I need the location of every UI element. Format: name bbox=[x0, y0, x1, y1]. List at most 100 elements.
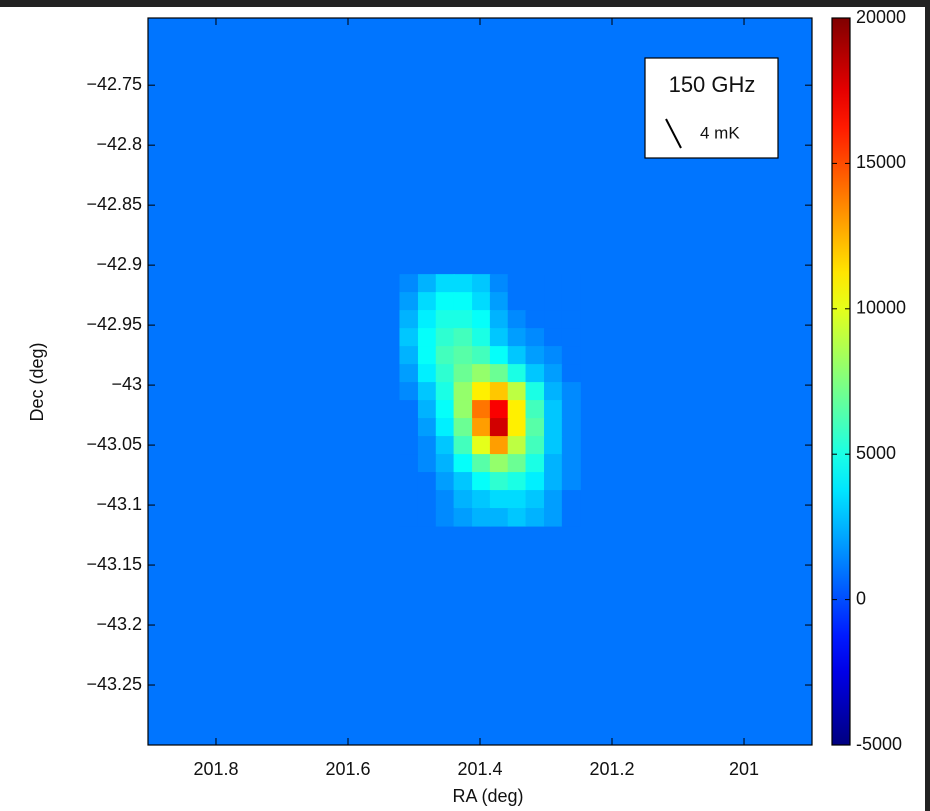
heatmap-cell bbox=[418, 310, 437, 328]
y-tick-label: −42.9 bbox=[96, 254, 142, 274]
heatmap-cell bbox=[399, 382, 418, 400]
heatmap-cell bbox=[418, 454, 437, 472]
heatmap-cell bbox=[544, 472, 563, 490]
heatmap-cell bbox=[526, 508, 545, 526]
heatmap-cell bbox=[526, 454, 545, 472]
y-tick-label: −43.25 bbox=[86, 674, 142, 694]
colorbar-tick-label: -5000 bbox=[856, 734, 902, 754]
heatmap-cell bbox=[508, 418, 527, 436]
heatmap-cell bbox=[562, 508, 581, 526]
heatmap-cell bbox=[526, 490, 545, 508]
heatmap-cell bbox=[508, 310, 527, 328]
heatmap-cell bbox=[526, 346, 545, 364]
heatmap-cell bbox=[472, 328, 491, 346]
heatmap-cell bbox=[399, 346, 418, 364]
heatmap-cell bbox=[472, 400, 491, 418]
heatmap-cell bbox=[526, 472, 545, 490]
y-tick-label: −43.15 bbox=[86, 554, 142, 574]
heatmap-cell bbox=[454, 508, 473, 526]
heatmap-cell bbox=[508, 490, 527, 508]
y-tick-label: −43.1 bbox=[96, 494, 142, 514]
heatmap-cell bbox=[562, 400, 581, 418]
heatmap-cell bbox=[454, 346, 473, 364]
heatmap-cell bbox=[418, 400, 437, 418]
heatmap-cell bbox=[399, 508, 418, 526]
x-tick-label: 201.8 bbox=[193, 759, 238, 779]
heatmap-cell bbox=[544, 364, 563, 382]
heatmap-cell bbox=[544, 382, 563, 400]
heatmap-cell bbox=[508, 274, 527, 292]
heatmap-cell bbox=[472, 454, 491, 472]
heatmap-cell bbox=[436, 418, 455, 436]
heatmap-cell bbox=[399, 454, 418, 472]
heatmap-cell bbox=[418, 292, 437, 310]
heatmap-cell bbox=[544, 400, 563, 418]
heatmap-cell bbox=[436, 310, 455, 328]
heatmap-cell bbox=[508, 436, 527, 454]
heatmap-cell bbox=[526, 310, 545, 328]
heatmap-cell bbox=[508, 292, 527, 310]
heatmap-cell bbox=[508, 364, 527, 382]
heatmap-cell bbox=[454, 274, 473, 292]
colorbar-tick-label: 20000 bbox=[856, 7, 906, 27]
heatmap-cell bbox=[454, 400, 473, 418]
heatmap-cell bbox=[490, 418, 509, 436]
heatmap-cell bbox=[508, 508, 527, 526]
colorbar-tick-label: 5000 bbox=[856, 443, 896, 463]
heatmap-cell bbox=[454, 472, 473, 490]
heatmap-cell bbox=[490, 400, 509, 418]
colorbar-fill bbox=[832, 18, 850, 745]
heatmap-cell bbox=[490, 472, 509, 490]
heatmap-cell bbox=[436, 364, 455, 382]
heatmap-cell bbox=[562, 436, 581, 454]
heatmap-cell bbox=[508, 472, 527, 490]
heatmap-cell bbox=[472, 418, 491, 436]
heatmap-cell bbox=[544, 454, 563, 472]
heatmap-cell bbox=[562, 490, 581, 508]
heatmap-cell bbox=[399, 490, 418, 508]
heatmap-cell bbox=[562, 454, 581, 472]
heatmap-cell bbox=[454, 490, 473, 508]
heatmap-cell bbox=[399, 436, 418, 454]
heatmap-cell bbox=[454, 382, 473, 400]
heatmap-cell bbox=[490, 346, 509, 364]
heatmap-cell bbox=[562, 346, 581, 364]
heatmap-cell bbox=[454, 328, 473, 346]
heatmap-cell bbox=[454, 292, 473, 310]
heatmap-cell bbox=[436, 454, 455, 472]
heatmap-cell bbox=[544, 292, 563, 310]
heatmap-cell bbox=[490, 364, 509, 382]
heatmap-cell bbox=[418, 418, 437, 436]
heatmap-cell bbox=[526, 328, 545, 346]
x-tick-label: 201.2 bbox=[589, 759, 634, 779]
heatmap-cell bbox=[508, 346, 527, 364]
heatmap-cell bbox=[436, 400, 455, 418]
heatmap-cell bbox=[508, 328, 527, 346]
heatmap-cell bbox=[399, 472, 418, 490]
heatmap-cell bbox=[508, 400, 527, 418]
colorbar-tick-label: 15000 bbox=[856, 152, 906, 172]
y-tick-label: −42.8 bbox=[96, 134, 142, 154]
heatmap-cell bbox=[472, 490, 491, 508]
heatmap-cell bbox=[418, 364, 437, 382]
heatmap-cell bbox=[454, 310, 473, 328]
heatmap-cell bbox=[399, 292, 418, 310]
heatmap-cell bbox=[418, 382, 437, 400]
heatmap-cell bbox=[544, 436, 563, 454]
heatmap-cell bbox=[436, 436, 455, 454]
heatmap-cell bbox=[526, 400, 545, 418]
y-tick-label: −42.85 bbox=[86, 194, 142, 214]
heatmap-cell bbox=[544, 274, 563, 292]
heatmap-cell bbox=[418, 346, 437, 364]
heatmap-cell bbox=[544, 328, 563, 346]
heatmap-cell bbox=[526, 292, 545, 310]
heatmap-cell bbox=[544, 346, 563, 364]
heatmap-cell bbox=[436, 328, 455, 346]
heatmap-cell bbox=[562, 274, 581, 292]
heatmap-cell bbox=[436, 346, 455, 364]
chart: 201.8201.6201.4201.2201−42.75−42.8−42.85… bbox=[0, 0, 930, 811]
heatmap-cell bbox=[399, 400, 418, 418]
heatmap-cell bbox=[562, 418, 581, 436]
legend-title: 150 GHz bbox=[669, 72, 756, 97]
heatmap-cell bbox=[399, 274, 418, 292]
